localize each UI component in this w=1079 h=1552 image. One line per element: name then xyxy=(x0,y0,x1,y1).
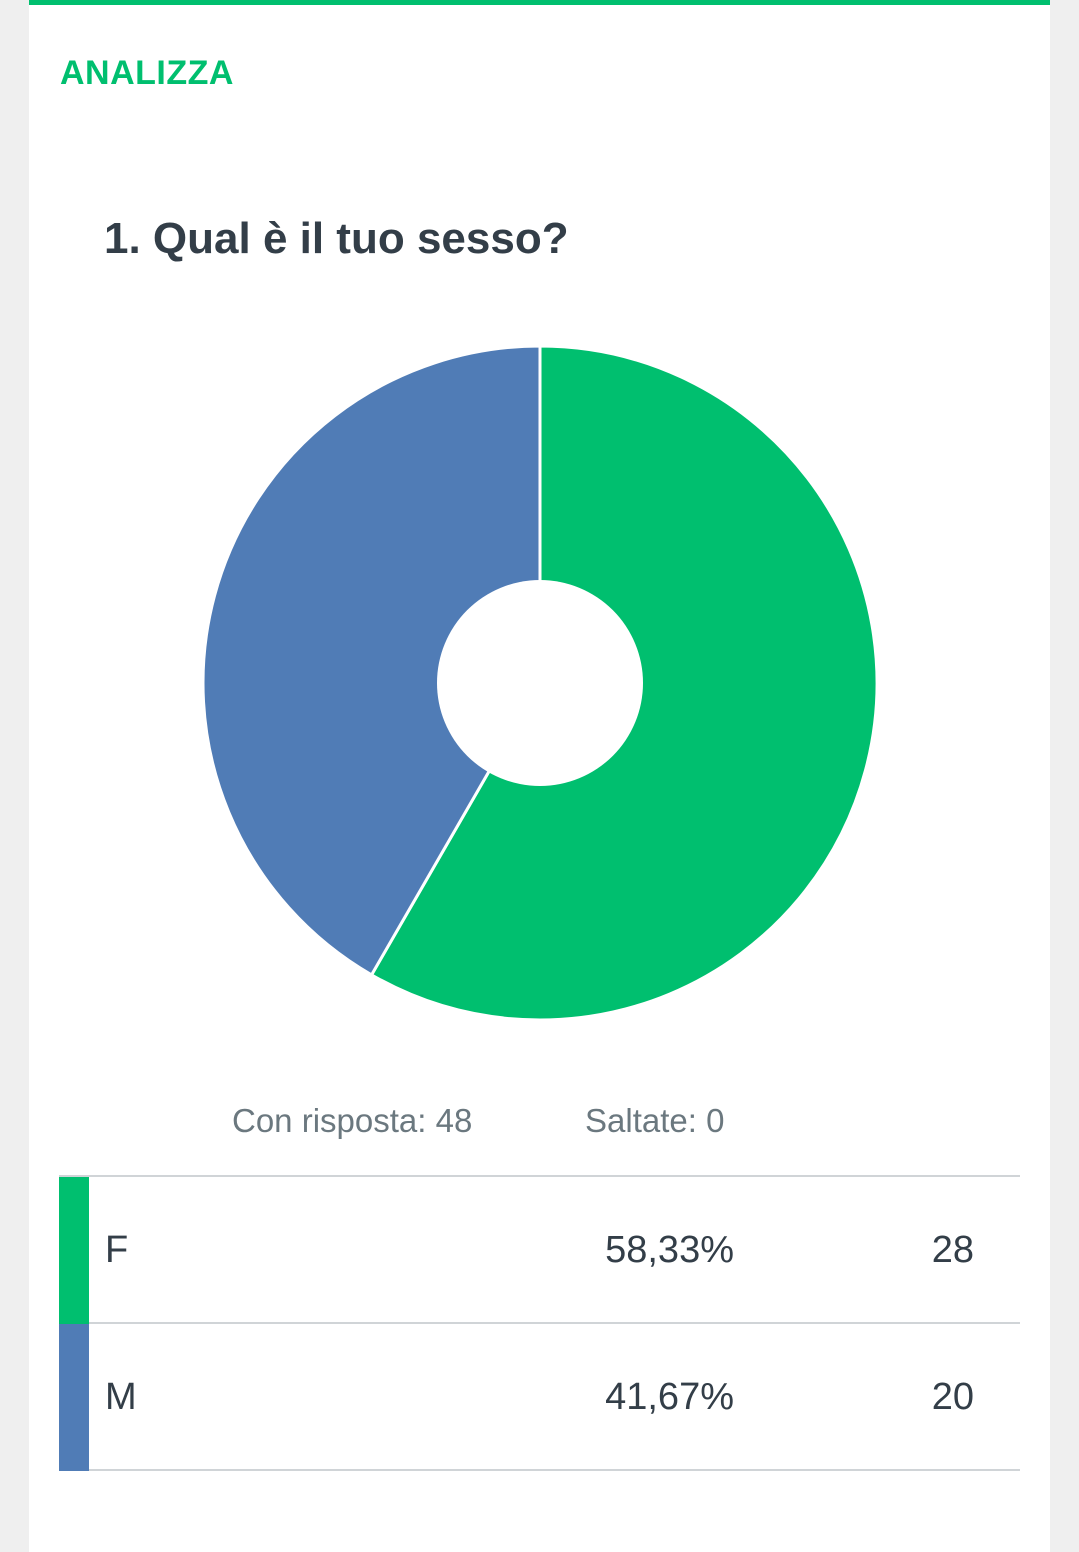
answer-table: F 58,33% 28 M 41,67% 20 xyxy=(59,1175,1020,1471)
color-swatch xyxy=(59,1177,89,1324)
answer-percent: 41,67% xyxy=(605,1376,734,1418)
table-row: M 41,67% 20 xyxy=(59,1324,1020,1471)
color-swatch xyxy=(59,1324,89,1471)
answer-count: 28 xyxy=(931,1229,974,1271)
answer-count: 20 xyxy=(931,1376,974,1418)
donut-chart xyxy=(201,344,879,1022)
response-stats: Con risposta: 48 Saltate: 0 xyxy=(29,1097,1050,1145)
answer-label: F xyxy=(105,1229,129,1271)
table-row: F 58,33% 28 xyxy=(59,1177,1020,1324)
pie-slice-m[interactable] xyxy=(201,344,542,977)
answer-label: M xyxy=(105,1376,137,1418)
question-card: ANALIZZA 1. Qual è il tuo sesso? Con ris… xyxy=(29,0,1050,1552)
skipped-count: Saltate: 0 xyxy=(585,1102,725,1139)
answered-count: Con risposta: 48 xyxy=(232,1102,473,1139)
question-title: 1. Qual è il tuo sesso? xyxy=(104,214,569,263)
analyze-tab[interactable]: ANALIZZA xyxy=(60,54,234,92)
donut-hole xyxy=(437,580,643,786)
answer-percent: 58,33% xyxy=(605,1229,734,1271)
